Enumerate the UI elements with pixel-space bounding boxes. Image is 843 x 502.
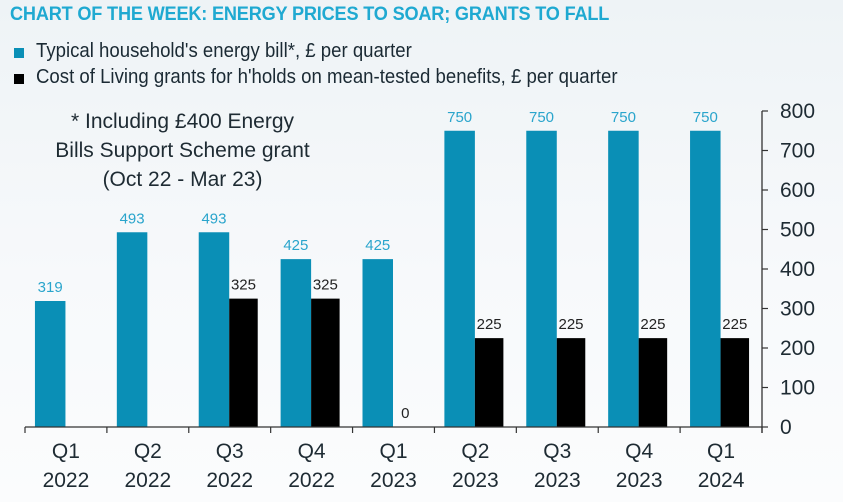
grant-value-label: 225 bbox=[559, 316, 584, 333]
y-tick-label: 500 bbox=[780, 219, 815, 242]
energy-bill-bar bbox=[362, 259, 393, 427]
footnote-line-2: Bills Support Scheme grant bbox=[55, 139, 310, 162]
grant-value-label: 225 bbox=[722, 316, 747, 333]
x-tick-label-year: 2023 bbox=[616, 469, 663, 492]
energy-bill-value-label: 750 bbox=[447, 109, 472, 126]
energy-bill-bar bbox=[280, 259, 312, 427]
footnote-line-1: * Including £400 Energy bbox=[71, 110, 294, 133]
x-tick-label-quarter: Q1 bbox=[379, 440, 407, 463]
y-tick-label: 700 bbox=[780, 140, 815, 163]
energy-bill-value-label: 493 bbox=[201, 210, 226, 227]
y-tick-label: 800 bbox=[780, 100, 815, 123]
y-tick-label: 400 bbox=[780, 258, 815, 281]
grant-bar bbox=[720, 338, 750, 427]
legend-label-grants: Cost of Living grants for h'holds on mea… bbox=[36, 65, 618, 88]
footnote-annotation: * Including £400 Energy Bills Support Sc… bbox=[10, 107, 355, 194]
x-tick-label-quarter: Q4 bbox=[298, 440, 326, 463]
legend-label-energy-bill: Typical household's energy bill*, £ per … bbox=[36, 39, 412, 62]
x-tick-label-year: 2022 bbox=[206, 469, 253, 492]
x-tick-label-quarter: Q3 bbox=[543, 440, 571, 463]
y-tick-label: 300 bbox=[780, 298, 815, 321]
energy-bill-bar bbox=[34, 300, 66, 427]
legend-item-grants: Cost of Living grants for h'holds on mea… bbox=[14, 64, 661, 90]
energy-bill-bar bbox=[690, 130, 721, 427]
x-tick-label-quarter: Q1 bbox=[52, 440, 80, 463]
grant-value-label: 225 bbox=[477, 316, 502, 333]
legend-item-energy-bill: Typical household's energy bill*, £ per … bbox=[14, 38, 661, 64]
x-tick-label-quarter: Q4 bbox=[625, 440, 653, 463]
x-tick-label-year: 2024 bbox=[698, 469, 745, 492]
energy-bill-value-label: 425 bbox=[365, 237, 390, 254]
legend: Typical household's energy bill*, £ per … bbox=[14, 38, 661, 90]
grant-value-label: 325 bbox=[313, 277, 338, 294]
y-tick-label: 200 bbox=[780, 337, 815, 360]
grant-bar bbox=[638, 338, 668, 427]
grant-bar bbox=[311, 298, 340, 427]
energy-bill-value-label: 750 bbox=[693, 109, 718, 126]
y-tick-label: 100 bbox=[780, 377, 815, 400]
grant-bar bbox=[229, 298, 258, 427]
x-tick-label-quarter: Q1 bbox=[707, 440, 735, 463]
grant-bar bbox=[474, 338, 504, 427]
energy-bill-value-label: 750 bbox=[529, 109, 554, 126]
energy-bill-bar bbox=[608, 130, 639, 427]
x-tick-label-quarter: Q2 bbox=[461, 440, 489, 463]
grant-value-label: 0 bbox=[401, 405, 409, 422]
grant-bar bbox=[556, 338, 586, 427]
x-tick-label-year: 2023 bbox=[452, 469, 499, 492]
grant-value-label: 225 bbox=[640, 316, 665, 333]
x-tick-label-year: 2022 bbox=[288, 469, 335, 492]
energy-bill-value-label: 425 bbox=[283, 237, 308, 254]
legend-swatch-energy-bill bbox=[14, 48, 24, 58]
y-tick-label: 600 bbox=[780, 179, 815, 202]
legend-swatch-grants bbox=[14, 74, 24, 84]
energy-bill-bar bbox=[198, 232, 230, 427]
energy-bill-bar bbox=[444, 130, 475, 427]
energy-bill-value-label: 493 bbox=[120, 210, 145, 227]
energy-bill-value-label: 319 bbox=[38, 279, 63, 296]
y-tick-label: 0 bbox=[780, 416, 792, 439]
energy-bill-bar bbox=[526, 130, 557, 427]
x-tick-label-year: 2023 bbox=[370, 469, 417, 492]
x-tick-label-year: 2022 bbox=[124, 469, 171, 492]
x-tick-label-quarter: Q2 bbox=[134, 440, 162, 463]
x-tick-label-year: 2022 bbox=[43, 469, 90, 492]
x-tick-label-year: 2023 bbox=[534, 469, 581, 492]
chart-title: CHART OF THE WEEK: ENERGY PRICES TO SOAR… bbox=[10, 3, 610, 25]
x-tick-label-quarter: Q3 bbox=[216, 440, 244, 463]
energy-bill-value-label: 750 bbox=[611, 109, 636, 126]
grant-value-label: 325 bbox=[231, 277, 256, 294]
footnote-line-3: (Oct 22 - Mar 23) bbox=[102, 168, 263, 191]
energy-bill-bar bbox=[116, 232, 148, 427]
